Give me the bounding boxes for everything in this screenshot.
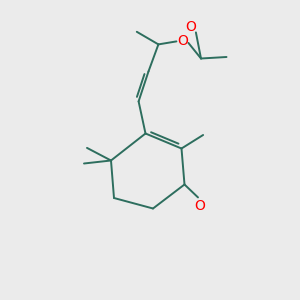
- Text: O: O: [194, 199, 205, 212]
- Text: O: O: [178, 34, 188, 48]
- Text: O: O: [185, 20, 196, 34]
